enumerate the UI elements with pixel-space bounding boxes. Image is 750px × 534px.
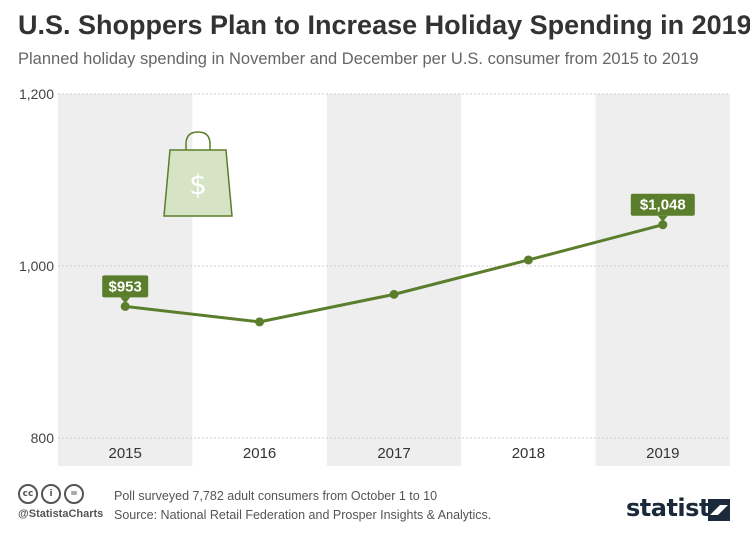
x-tick-label: 2019 [646,445,679,462]
chart-title: U.S. Shoppers Plan to Increase Holiday S… [18,10,750,40]
x-tick-label: 2017 [377,445,410,462]
svg-text:$953: $953 [109,278,142,295]
social-handle: @StatistaCharts [18,508,104,520]
creative-commons-icon: cc [18,484,38,504]
chart-subtitle: Planned holiday spending in November and… [18,50,699,68]
no-derivatives-icon: = [64,484,84,504]
poll-note: Poll surveyed 7,782 adult consumers from… [114,489,438,503]
svg-text:$1,048: $1,048 [640,197,686,214]
data-point [658,220,668,230]
data-label: $1,048 [630,193,695,222]
y-tick-label: 800 [31,430,55,446]
category-band [595,94,730,466]
source-note: Source: National Retail Federation and P… [114,508,492,522]
x-tick-label: 2018 [512,445,545,462]
attribution-icon: i [41,484,61,504]
x-tick-label: 2015 [109,445,142,462]
statista-logo-icon [708,499,730,521]
svg-text:$: $ [189,168,207,201]
y-tick-label: 1,000 [19,258,54,274]
data-point [255,317,265,327]
data-point [120,301,130,311]
data-label: $953 [102,275,149,304]
data-point [389,289,399,299]
data-point [523,255,533,265]
y-tick-label: 1,200 [19,86,54,102]
shopping-bag-icon: $ [163,131,233,217]
x-tick-label: 2016 [243,445,276,462]
line-chart: 800 1,000 1,200 2015 2016 2017 2018 2019 $ $95… [19,86,730,466]
category-band [326,94,462,466]
license-icons: cc i = [18,484,84,504]
